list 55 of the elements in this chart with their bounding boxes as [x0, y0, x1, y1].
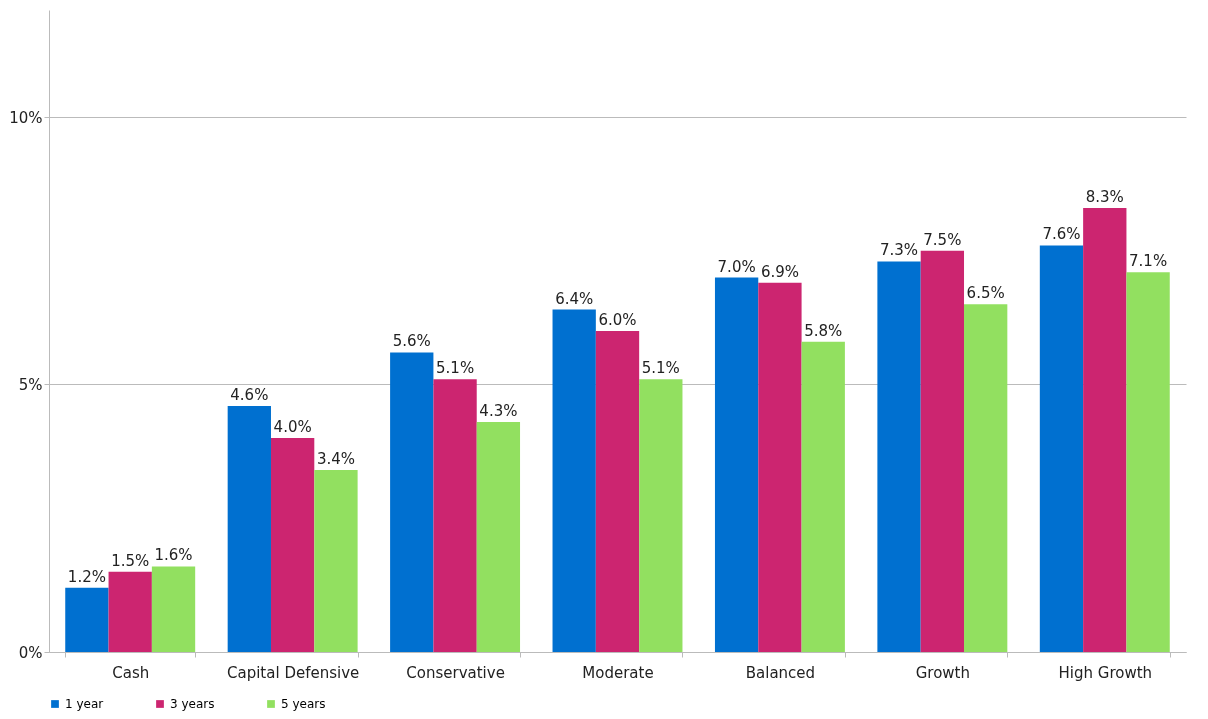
- data-label: 6.0%: [598, 311, 637, 329]
- bar: [151, 566, 196, 652]
- data-label: 1.5%: [111, 551, 150, 570]
- data-label: 7.3%: [879, 241, 919, 260]
- bar: [108, 571, 152, 652]
- bar: [65, 587, 109, 652]
- data-label: 7.5%: [923, 230, 962, 249]
- bar: [877, 261, 921, 652]
- data-label: 7.6%: [1042, 225, 1081, 244]
- bar: [476, 421, 521, 652]
- x-tick-label: Capital Defensive: [227, 663, 360, 682]
- bar: [390, 352, 434, 652]
- data-label: 7.1%: [1129, 252, 1168, 271]
- data-label: 4.3%: [479, 401, 518, 420]
- bar: [270, 438, 315, 652]
- x-tick-label: Cash: [112, 663, 150, 682]
- data-label: 4.6%: [230, 385, 269, 404]
- y-tick-label: 10%: [9, 108, 43, 127]
- bar: [1083, 207, 1127, 652]
- y-tick-label: 5%: [18, 376, 43, 394]
- bar: [964, 304, 1008, 652]
- bar: [1039, 245, 1084, 652]
- x-tick-label: Balanced: [745, 663, 816, 682]
- x-tick-label: Moderate: [582, 663, 654, 682]
- bar: [552, 309, 596, 652]
- bar: [227, 405, 271, 652]
- data-label: 5.1%: [436, 359, 475, 378]
- data-label: 6.4%: [555, 289, 594, 308]
- data-label: 3.4%: [316, 450, 356, 469]
- y-tick-label: 0%: [18, 643, 43, 662]
- data-label: 6.9%: [760, 262, 799, 281]
- x-tick-label: Conservative: [406, 663, 505, 682]
- data-label: 7.0%: [717, 257, 756, 276]
- data-label: 5.8%: [804, 321, 843, 340]
- data-label: 1.2%: [67, 567, 106, 586]
- bar: [758, 282, 802, 652]
- data-label: 6.5%: [966, 284, 1005, 303]
- bar: [920, 250, 965, 652]
- bar: [1126, 272, 1170, 652]
- bar: [595, 331, 640, 652]
- bar: [433, 379, 477, 652]
- bar: [639, 379, 683, 652]
- legend-label: 1 year: [65, 697, 104, 711]
- data-label: 5.1%: [641, 359, 680, 378]
- data-label: 4.0%: [273, 418, 312, 436]
- bar: [801, 341, 845, 652]
- bar: [714, 277, 759, 652]
- bar: [314, 470, 358, 652]
- legend-label: 3 years: [170, 697, 215, 711]
- data-label: 5.6%: [392, 332, 431, 351]
- legend-label: 5 years: [281, 697, 326, 711]
- data-label: 8.3%: [1085, 187, 1124, 206]
- data-label: 1.6%: [154, 546, 193, 565]
- x-tick-label: Growth: [915, 663, 971, 682]
- x-tick-label: High Growth: [1058, 663, 1153, 682]
